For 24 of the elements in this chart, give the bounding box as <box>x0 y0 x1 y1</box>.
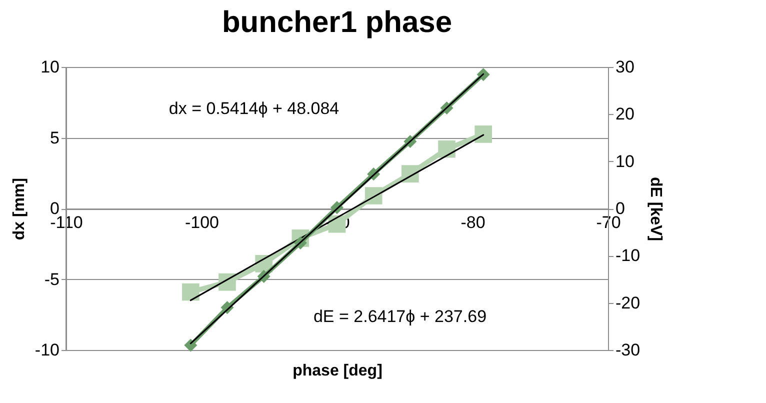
point <box>402 165 419 182</box>
y-tick-label: -10 <box>34 340 60 360</box>
point <box>438 140 456 158</box>
chart-title: buncher1 phase <box>222 6 452 39</box>
x-axis-title: phase [deg] <box>292 362 382 380</box>
y2-tick-label: 30 <box>616 58 634 76</box>
annotation: dE = 2.6417ϕ + 237.69 <box>313 307 487 326</box>
y2-axis-title: dE [keV] <box>647 176 664 242</box>
y-tick-label: -5 <box>44 270 60 289</box>
point <box>474 126 492 143</box>
point <box>182 283 200 301</box>
y2-tick-label: -20 <box>616 293 640 312</box>
x-tick-label: -100 <box>184 213 220 232</box>
y-tick-label: 10 <box>40 58 60 76</box>
y2-tick-label: -30 <box>616 340 640 360</box>
x-tick-label: -80 <box>460 213 486 232</box>
y-axis-title: dx [mm] <box>10 178 28 240</box>
y-tick-label: 5 <box>50 128 60 148</box>
annotation: dx = 0.5414ϕ + 48.084 <box>168 99 340 118</box>
y2-tick-label: 10 <box>616 152 634 171</box>
point <box>184 338 198 352</box>
y2-tick-label: 20 <box>616 104 634 124</box>
point <box>476 68 490 82</box>
y2-tick-label: -10 <box>616 246 640 266</box>
